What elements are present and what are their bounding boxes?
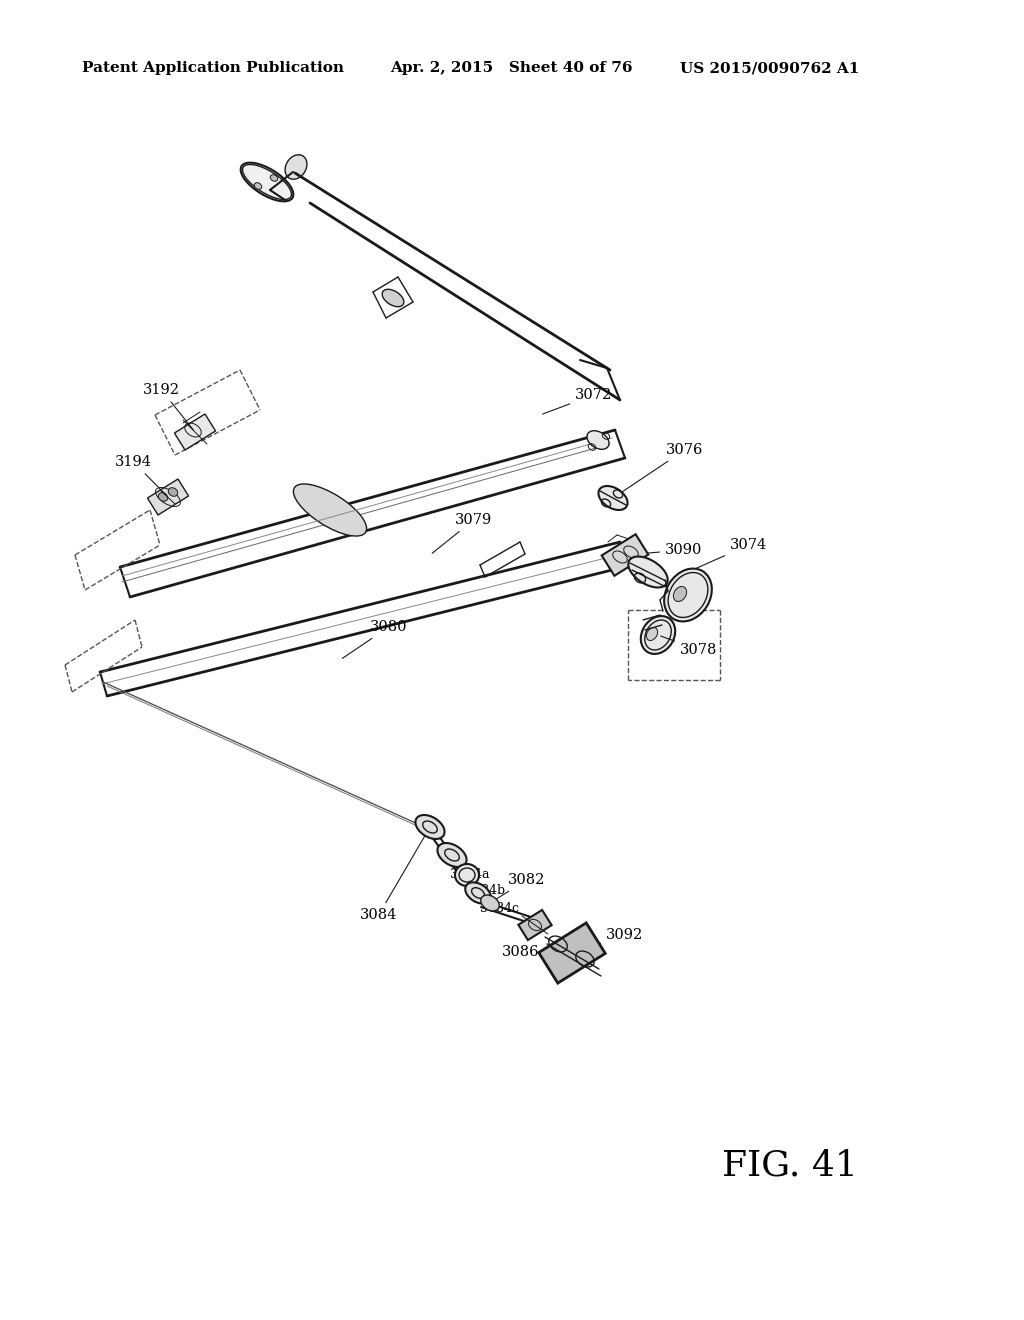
Ellipse shape bbox=[646, 627, 657, 640]
Text: 3090: 3090 bbox=[628, 543, 702, 557]
Text: FIG. 41: FIG. 41 bbox=[722, 1148, 858, 1181]
Text: 3076: 3076 bbox=[616, 444, 703, 496]
Ellipse shape bbox=[285, 154, 307, 180]
Text: 3084: 3084 bbox=[360, 830, 428, 921]
Text: US 2015/0090762 A1: US 2015/0090762 A1 bbox=[680, 61, 859, 75]
Text: Apr. 2, 2015   Sheet 40 of 76: Apr. 2, 2015 Sheet 40 of 76 bbox=[390, 61, 633, 75]
Ellipse shape bbox=[168, 487, 178, 496]
Ellipse shape bbox=[480, 895, 500, 911]
Polygon shape bbox=[539, 923, 605, 983]
Polygon shape bbox=[602, 535, 648, 576]
Text: 3084c: 3084c bbox=[480, 902, 519, 915]
Ellipse shape bbox=[270, 174, 278, 181]
Ellipse shape bbox=[437, 843, 467, 867]
Ellipse shape bbox=[674, 586, 687, 602]
Ellipse shape bbox=[587, 430, 609, 449]
Ellipse shape bbox=[382, 289, 403, 306]
Ellipse shape bbox=[254, 182, 262, 189]
Ellipse shape bbox=[159, 492, 168, 502]
Ellipse shape bbox=[665, 569, 712, 622]
Ellipse shape bbox=[416, 814, 444, 840]
Text: 3084b: 3084b bbox=[465, 883, 505, 896]
Ellipse shape bbox=[641, 616, 675, 653]
Ellipse shape bbox=[629, 557, 668, 587]
Text: 3078: 3078 bbox=[660, 636, 718, 657]
Polygon shape bbox=[174, 414, 216, 450]
Ellipse shape bbox=[241, 162, 293, 202]
Text: 3080: 3080 bbox=[342, 620, 408, 659]
Text: 3084a: 3084a bbox=[450, 869, 489, 882]
Text: 3072: 3072 bbox=[543, 388, 612, 414]
Text: 3074: 3074 bbox=[673, 539, 767, 579]
Ellipse shape bbox=[465, 882, 490, 904]
Text: 3194: 3194 bbox=[115, 455, 166, 495]
Polygon shape bbox=[147, 479, 188, 515]
Ellipse shape bbox=[294, 484, 367, 536]
Text: Patent Application Publication: Patent Application Publication bbox=[82, 61, 344, 75]
Ellipse shape bbox=[455, 865, 479, 886]
Text: 3079: 3079 bbox=[432, 513, 493, 553]
Polygon shape bbox=[518, 909, 552, 940]
Ellipse shape bbox=[598, 486, 628, 510]
Text: 3082: 3082 bbox=[493, 873, 546, 902]
Text: 3086: 3086 bbox=[502, 928, 540, 960]
Text: 3092: 3092 bbox=[574, 928, 643, 952]
Text: 3192: 3192 bbox=[143, 383, 194, 430]
